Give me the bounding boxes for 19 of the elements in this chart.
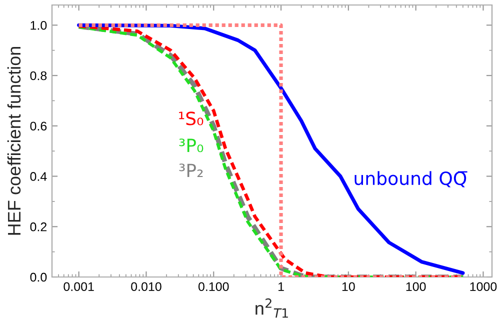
x-tick-label: 0.010 (131, 282, 162, 292)
series-label: ³P₀ (179, 138, 204, 152)
x-axis-title: n$^{2}$$_{T1}$ (256, 298, 288, 318)
y-tick-label: 1.0 (30, 20, 47, 30)
series-label: unbound QQ̅ (354, 171, 468, 188)
x-tick-label: 1000 (470, 282, 497, 292)
x-tick-label: 100 (406, 282, 426, 292)
x-tick-label: 0.100 (198, 282, 229, 292)
y-tick-label: 0.4 (30, 172, 47, 181)
y-tick-label: 0.8 (30, 71, 47, 80)
y-axis-title: HEF coefficient function (7, 46, 21, 235)
series-label: ¹S₀ (179, 112, 204, 126)
y-tick-label: 0.6 (30, 122, 47, 131)
series-label: ³P₂ (179, 164, 203, 178)
y-tick-label: 0.0 (30, 272, 47, 282)
x-tick-label: 1 (278, 282, 284, 291)
x-tick-label: 0.001 (64, 282, 94, 292)
y-tick-label: 0.2 (30, 222, 47, 232)
x-tick-label: 10 (342, 282, 355, 292)
